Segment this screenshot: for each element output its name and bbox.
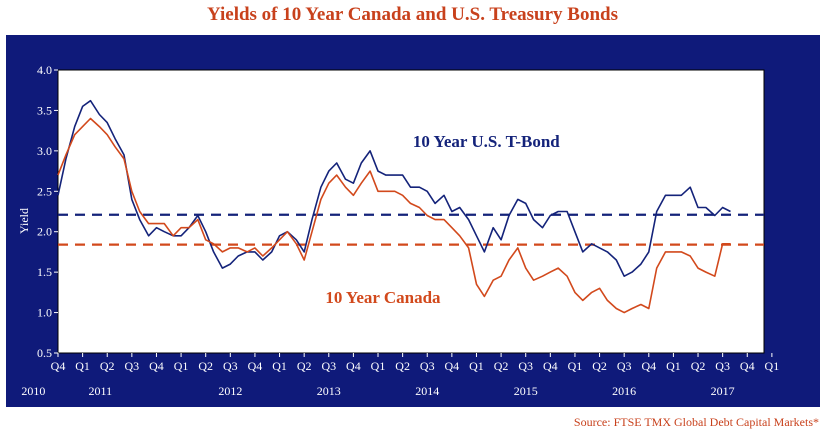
y-axis-label: Yield bbox=[17, 208, 31, 234]
x-tick-label: Q1 bbox=[666, 359, 681, 373]
year-label: 2013 bbox=[317, 384, 341, 398]
annotation-canada-bond: 10 Year Canada bbox=[325, 288, 441, 307]
series-line-0 bbox=[57, 99, 731, 277]
y-axis-ticks: 0.5 1.0 1.5 2.0 2.5 3.0 3.5 4.0 bbox=[37, 63, 58, 360]
series-line-1 bbox=[57, 117, 731, 314]
y-tick-label: 3.0 bbox=[37, 144, 52, 158]
y-tick-label: 2.5 bbox=[37, 184, 52, 198]
line-chart: Yield 0.51.01.52.02.53.03.54.0 Q4 Q1 Q2 Q3 Q… bbox=[17, 63, 780, 398]
x-tick-label: Q4 bbox=[543, 359, 558, 373]
x-tick-label: Q3 bbox=[223, 359, 238, 373]
x-tick-label: Q4 bbox=[445, 359, 460, 373]
y-tick-label: 1.0 bbox=[37, 306, 52, 320]
year-label: 2011 bbox=[89, 384, 113, 398]
year-label: 2014 bbox=[415, 384, 439, 398]
x-tick-label: Q2 bbox=[592, 359, 607, 373]
x-tick-label: Q2 bbox=[494, 359, 509, 373]
chart-frame: Yield 0.5 1.0 1.5 2.0 2.5 3.0 3.5 4.0 Q4 Q1 Q2 Q3 Q… bbox=[6, 35, 820, 407]
x-tick-label: Q1 bbox=[174, 359, 189, 373]
y-tick-label: 3.5 bbox=[37, 103, 52, 117]
x-tick-label: Q1 bbox=[765, 359, 780, 373]
y-tick-label: 1.5 bbox=[37, 265, 52, 279]
series-lines bbox=[57, 99, 731, 314]
chart-title: Yields of 10 Year Canada and U.S. Treasu… bbox=[206, 4, 619, 25]
x-tick-label: Q3 bbox=[321, 359, 336, 373]
year-label: 2012 bbox=[218, 384, 242, 398]
x-tick-label: Q4 bbox=[149, 359, 164, 373]
year-label: 2010 bbox=[21, 384, 45, 398]
x-tick-label: Q2 bbox=[297, 359, 312, 373]
x-tick-label: Q3 bbox=[617, 359, 632, 373]
x-tick-label: Q3 bbox=[715, 359, 730, 373]
x-tick-label: Q2 bbox=[100, 359, 115, 373]
source-note: Source: FTSE TMX Global Debt Capital Mar… bbox=[573, 415, 819, 429]
plot-area bbox=[57, 69, 765, 354]
x-tick-label: Q2 bbox=[198, 359, 213, 373]
x-tick-label: Q4 bbox=[740, 359, 755, 373]
year-label: 2017 bbox=[711, 384, 735, 398]
x-tick-label: Q1 bbox=[75, 359, 90, 373]
x-tick-label: Q3 bbox=[518, 359, 533, 373]
x-tick-label: Q4 bbox=[641, 359, 656, 373]
x-tick-label: Q1 bbox=[272, 359, 287, 373]
x-tick-label: Q2 bbox=[691, 359, 706, 373]
year-label: 2015 bbox=[514, 384, 538, 398]
y-tick-label: 4.0 bbox=[37, 63, 52, 77]
y-tick-label: 0.5 bbox=[37, 346, 52, 360]
x-axis-years: 2010 2011 2012 2013 2014 2015 2016 2017 bbox=[21, 384, 734, 398]
x-tick-label: Q1 bbox=[568, 359, 583, 373]
x-tick-label: Q4 bbox=[51, 359, 66, 373]
x-tick-label: Q4 bbox=[248, 359, 263, 373]
annotation-us-bond: 10 Year U.S. T-Bond bbox=[413, 132, 560, 151]
x-tick-label: Q3 bbox=[420, 359, 435, 373]
year-label: 2016 bbox=[612, 384, 636, 398]
x-tick-label: Q1 bbox=[371, 359, 386, 373]
y-tick-label: 2.0 bbox=[37, 225, 52, 239]
x-tick-label: Q2 bbox=[395, 359, 410, 373]
x-tick-label: Q1 bbox=[469, 359, 484, 373]
x-axis-ticks: Q4 Q1 Q2 Q3 Q4 Q1 Q2 Q3 Q4 Q1 Q2 Q3 Q4 Q1 Q2 Q3 Q4 Q1 Q2 Q3… bbox=[51, 353, 780, 373]
x-tick-label: Q3 bbox=[125, 359, 140, 373]
x-tick-label: Q4 bbox=[346, 359, 361, 373]
